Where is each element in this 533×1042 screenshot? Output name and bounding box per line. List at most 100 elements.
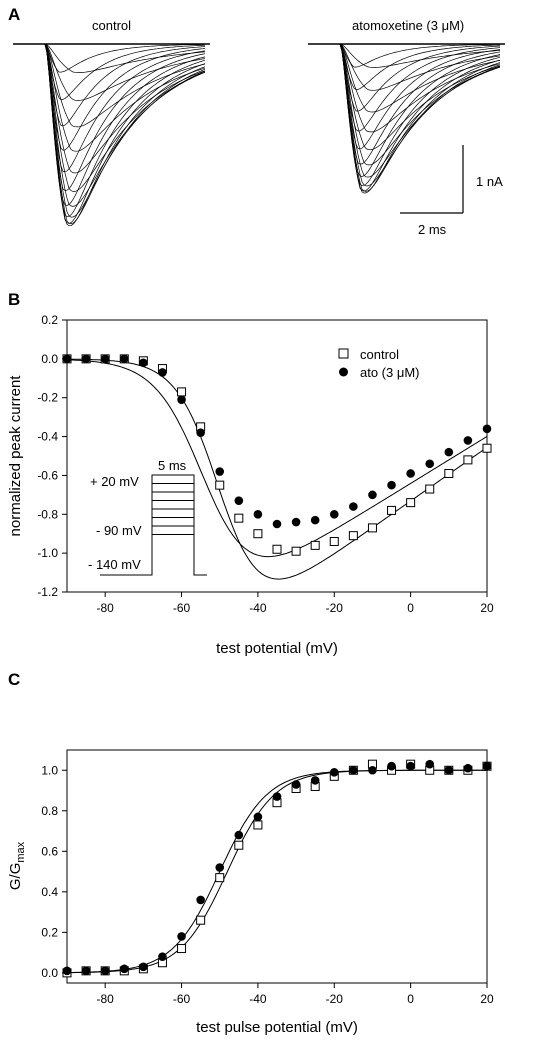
data-point-control [444,468,454,478]
data-point-control [234,840,244,850]
data-point-ato [81,966,91,976]
x-axis-title-c: test pulse potential (mV) [196,1019,358,1036]
legend-label-ato: ato (3 μM) [360,365,420,380]
data-point-ato [253,812,263,822]
data-point-ato [310,776,320,785]
current-trace-control [43,43,206,225]
data-point-ato [368,490,377,500]
data-point-ato [119,964,129,974]
current-trace-ato [338,43,501,132]
protocol-duration-label: 5 ms [158,458,187,473]
scale-bar: 1 nA 2 ms [400,145,503,237]
x-tick-label: -40 [249,601,267,615]
data-point-control [196,915,206,925]
data-point-ato [81,354,91,364]
data-point-control [253,529,263,539]
x-tick-label: -20 [326,601,344,615]
data-point-ato [272,792,282,801]
plot-frame-c [66,749,488,984]
data-point-ato [349,502,358,511]
y-axis-title-c-sub: max [15,841,27,862]
data-point-ato [100,354,110,364]
y-tick-label: 0.0 [41,352,58,366]
data-point-ato [158,368,167,377]
data-point-control [406,498,416,508]
data-point-ato [291,517,301,527]
plot-frame-b [66,319,488,593]
current-trace-ato [338,43,501,194]
data-point-control [177,387,187,397]
scale-current-label: 1 nA [476,174,503,189]
trace-label-control: control [92,18,131,33]
data-point-ato [139,962,148,972]
voltage-protocol-inset: 5 ms + 20 mV - 90 mV - 140 mV [88,458,207,576]
fit-curve-filled-circle [66,359,488,558]
x-tick-label: -80 [97,601,115,615]
y-axis-title-c: G/Gmax [7,841,27,890]
current-trace-control [43,43,206,128]
data-point-ato [349,765,358,775]
axes-c: -80 -60 -40 -20 0 20 0.0 0.2 0.4 0.6 0.8 1.0 [41,763,494,1006]
data-point-ato [62,354,72,364]
data-point-ato [234,496,244,505]
data-point-ato [387,480,396,490]
data-point-ato [406,469,415,478]
data-point-ato [62,966,72,976]
x-tick-label: -80 [97,992,115,1006]
x-tick-label: -20 [326,992,344,1006]
data-point-ato [425,459,435,469]
data-point-ato [215,863,225,872]
data-point-ato [253,509,263,519]
current-trace-control [43,43,206,127]
y-tick-label: 0.2 [41,313,58,327]
x-tick-label: 0 [407,992,414,1006]
panel-c-letter: C [8,670,20,689]
data-point-control [482,443,492,453]
current-traces-control [13,43,210,227]
x-tick-label: -60 [173,992,191,1006]
trace-label-atomoxetine: atomoxetine (3 μM) [352,18,464,33]
panel-a-letter: A [8,5,20,24]
current-trace-control [43,43,206,73]
data-point-ato [196,895,205,905]
y-tick-label: 0.2 [41,925,58,939]
data-point-ato [463,436,473,445]
y-tick-label: 0.4 [41,885,58,899]
data-point-control [329,536,339,546]
current-trace-ato [338,43,501,187]
current-trace-ato [338,43,501,165]
protocol-hold-voltage-label: - 140 mV [88,557,141,572]
data-point-ato [119,354,129,364]
panel-b: B -80 -60 -40 -20 0 200.20.0-0.2-0.4-0.6-0.8-… [7,290,494,657]
protocol-top-voltage-label: + 20 mV [90,474,139,489]
current-trace-ato [338,43,500,68]
data-point-control [310,540,320,550]
current-trace-control [43,43,206,224]
data-point-ato [482,424,492,434]
data-point-control [367,523,377,533]
current-trace-control [43,43,206,174]
data-point-control [425,484,435,494]
y-tick-label: 0.8 [41,804,58,818]
data-point-ato [329,767,339,777]
data-point-control [348,531,358,541]
current-trace-ato [338,43,501,68]
data-point-ato [444,447,454,457]
protocol-mid-voltage-label: - 90 mV [96,523,142,538]
current-trace-ato [338,43,501,90]
current-traces-atomoxetine [308,43,505,194]
data-point-ato [329,509,339,519]
fit-curve-open-square [67,358,488,580]
data-point-ato [158,952,167,961]
current-trace-ato [338,43,501,192]
y-tick-label: -1.0 [37,546,58,560]
data-point-ato [463,763,473,773]
current-trace-control [43,43,206,73]
data-point-control [234,513,244,523]
current-trace-control [43,43,205,101]
data-point-control [215,873,225,883]
current-trace-control [43,43,206,152]
fit-curves-b [66,358,488,580]
panel-b-letter: B [8,290,20,309]
current-trace-ato [338,43,501,133]
